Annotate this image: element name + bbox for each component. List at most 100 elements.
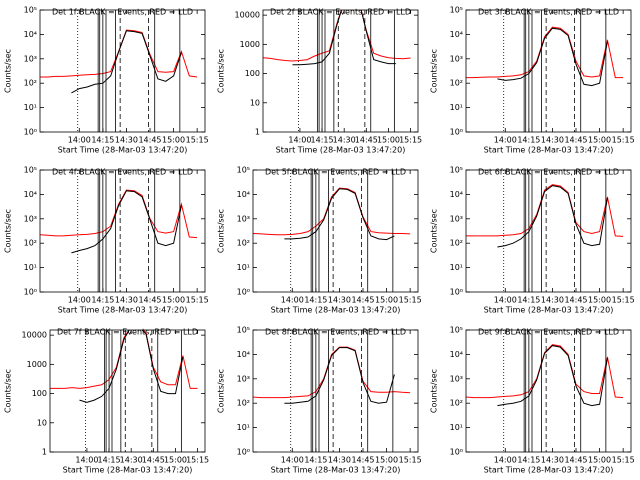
y-tick-label: 10¹ [24, 103, 37, 112]
y-tick-label: 10⁰ [24, 288, 37, 297]
x-tick-label: 15:15 [399, 456, 422, 465]
x-tick-label: 14:15 [517, 296, 540, 305]
plot-area [253, 330, 411, 452]
x-tick-label: 14:15 [304, 456, 327, 465]
y-axis-label: Counts/sec [4, 369, 13, 413]
chart-title: Det 5f BLACK = Events, RED = LLD [265, 168, 406, 177]
y-tick-label: 10⁴ [24, 190, 37, 199]
chart-title: Det 3f BLACK = Events, RED = LLD [478, 8, 619, 17]
x-axis-label: Start Time (28-Mar-03 13:47:20) [63, 466, 193, 475]
plot-area [466, 10, 623, 132]
x-tick-label: 15:00 [162, 136, 185, 145]
panel: Det 5f BLACK = Events, RED = LLD Start Ti… [217, 166, 422, 315]
y-tick-label: 10⁰ [237, 448, 250, 457]
panel: Det 9f BLACK = Events, RED = LLD Start Ti… [430, 326, 635, 475]
y-tick-label: 10³ [450, 54, 463, 63]
x-tick-label: 15:00 [375, 296, 398, 305]
x-tick-label: 14:00 [494, 456, 517, 465]
y-tick-label: 10000 [235, 11, 260, 20]
x-tick-label: 15:00 [375, 456, 398, 465]
panel: Det 4f BLACK = Events, RED = LLD Start Ti… [4, 166, 209, 315]
y-tick-label: 10² [24, 239, 37, 248]
y-tick-label: 10⁵ [24, 6, 37, 15]
y-axis-label: Counts/sec [217, 369, 226, 413]
data-line [292, 10, 396, 66]
x-tick-label: 14:15 [91, 296, 114, 305]
x-tick-label: 14:45 [355, 136, 378, 145]
plot-area [50, 330, 198, 452]
y-tick-label: 1000 [240, 40, 260, 49]
y-tick-label: 10³ [450, 374, 463, 383]
x-tick-label: 15:15 [186, 296, 209, 305]
x-tick-label: 14:30 [333, 136, 356, 145]
y-tick-label: 100 [32, 389, 47, 398]
x-tick-label: 15:00 [162, 296, 185, 305]
plot-frame [465, 169, 632, 293]
plot-frame [252, 169, 419, 293]
y-tick-label: 10³ [24, 214, 37, 223]
y-tick-label: 10⁰ [450, 448, 463, 457]
plot-frame [465, 329, 632, 453]
x-tick-label: 14:15 [91, 136, 114, 145]
y-tick-label: 10⁰ [450, 288, 463, 297]
y-tick-label: 1 [255, 128, 260, 137]
plot-area [40, 10, 197, 132]
x-axis-label: Start Time (28-Mar-03 13:47:20) [58, 146, 188, 155]
y-axis-label: Counts/sec [4, 49, 13, 93]
chart-title: Det 6f BLACK = Events, RED = LLD [478, 168, 619, 177]
x-tick-label: 15:15 [612, 456, 635, 465]
data-line [40, 189, 198, 239]
y-tick-label: 10³ [24, 54, 37, 63]
data-line [284, 188, 395, 241]
x-tick-label: 14:00 [68, 296, 91, 305]
data-line [40, 29, 198, 78]
x-tick-label: 14:00 [288, 136, 311, 145]
x-tick-label: 15:15 [186, 136, 209, 145]
panel: Det 3f BLACK = Events, RED = LLD Start Ti… [430, 6, 635, 155]
y-tick-label: 10³ [237, 374, 250, 383]
y-tick-label: 10⁵ [450, 6, 463, 15]
y-axis-label: Counts/sec [217, 209, 226, 253]
plot-frame [465, 9, 632, 133]
plot-frame [39, 169, 206, 293]
chart-title: Det 9f BLACK = Events, RED = LLD [478, 328, 619, 337]
x-tick-label: 14:30 [541, 136, 564, 145]
plot-area [253, 170, 411, 292]
x-tick-label: 14:15 [304, 296, 327, 305]
x-tick-label: 14:30 [541, 456, 564, 465]
x-tick-label: 15:00 [164, 456, 187, 465]
plot-area [466, 170, 623, 292]
data-line [79, 330, 184, 403]
x-tick-label: 14:30 [120, 456, 143, 465]
x-axis-label: Start Time (28-Mar-03 13:47:20) [484, 146, 614, 155]
x-tick-label: 14:30 [328, 296, 351, 305]
panel: Det 6f BLACK = Events, RED = LLD Start Ti… [430, 166, 635, 315]
y-tick-label: 10⁰ [24, 128, 37, 137]
y-tick-label: 10⁴ [450, 190, 463, 199]
y-tick-label: 10⁰ [237, 288, 250, 297]
x-tick-label: 14:15 [517, 136, 540, 145]
x-tick-label: 14:00 [68, 136, 91, 145]
data-line [466, 184, 624, 237]
x-axis-label: Start Time (28-Mar-03 13:47:20) [271, 466, 401, 475]
x-tick-label: 15:15 [612, 136, 635, 145]
x-tick-label: 14:45 [138, 136, 161, 145]
y-tick-label: 10² [450, 399, 463, 408]
y-tick-label: 10¹ [237, 423, 250, 432]
y-tick-label: 10¹ [450, 103, 463, 112]
data-line [466, 26, 624, 79]
y-tick-label: 10⁵ [450, 326, 463, 335]
y-tick-label: 10² [450, 79, 463, 88]
chart-title: Det 4f BLACK = Events, RED = LLD [52, 168, 193, 177]
x-tick-label: 14:45 [142, 456, 165, 465]
y-axis-label: Counts/sec [430, 209, 439, 253]
plot-area [466, 330, 623, 452]
y-tick-label: 1000 [27, 360, 47, 369]
plot-area [263, 10, 411, 132]
y-tick-label: 10³ [450, 214, 463, 223]
y-tick-label: 10⁵ [237, 166, 250, 175]
y-tick-label: 10⁴ [237, 190, 250, 199]
